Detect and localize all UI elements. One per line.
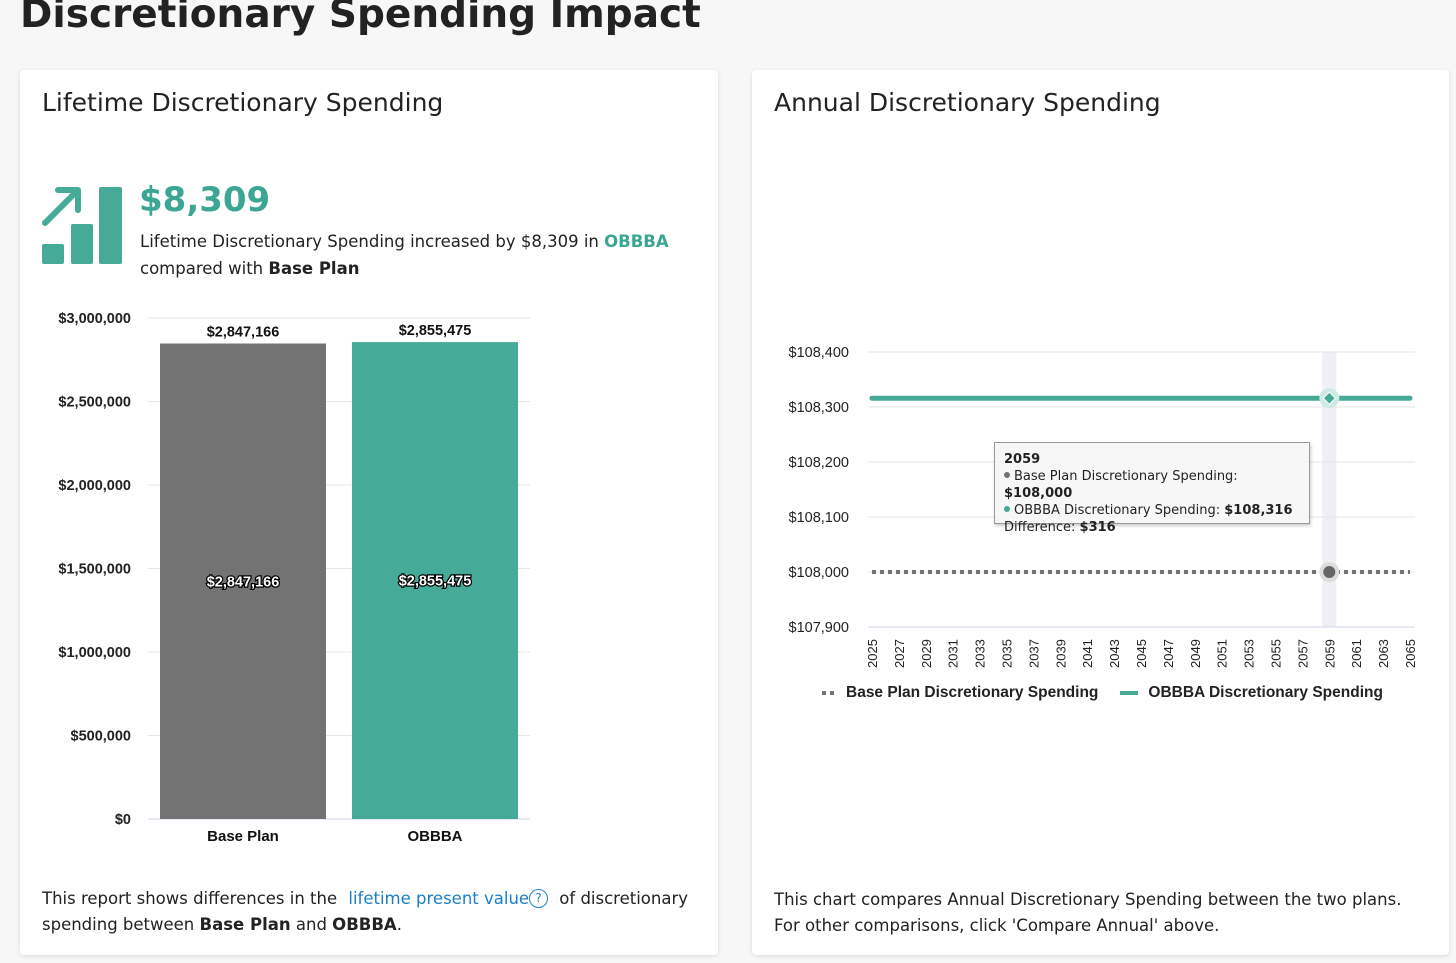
legend-label: Base Plan Discretionary Spending	[846, 684, 1099, 701]
y-tick-label: $1,000,000	[58, 645, 131, 661]
lifetime-bar-chart: $0 $500,000 $1,000,000 $1,500,000 $2,000,000…	[58, 311, 530, 845]
left-footer: This report shows differences in the lif…	[42, 886, 692, 938]
kpi-plan-name: OBBBA	[604, 232, 669, 251]
footer-text: of discretionary spending between	[42, 889, 689, 934]
x-tick-label: 2061	[1349, 639, 1364, 668]
bar-base-plan	[160, 343, 326, 819]
x-tick-label: 2063	[1376, 639, 1391, 668]
bar-inner-label: $2,847,166	[207, 574, 280, 590]
bar-value-label: $2,847,166	[207, 325, 280, 341]
x-tick-label: 2029	[919, 639, 934, 668]
tooltip-year: 2059	[1004, 452, 1041, 467]
y-tick-label: $0	[115, 812, 131, 828]
y-tick-label: $108,300	[789, 400, 849, 416]
kpi-text: Lifetime Discretionary Spending increase…	[140, 232, 605, 251]
plan-dot-icon	[1004, 506, 1010, 512]
tooltip-label: OBBBA Discretionary Spending:	[1014, 503, 1225, 518]
lifetime-spending-card: Lifetime Discretionary Spending $8,309 L…	[20, 70, 718, 955]
x-tick-label: 2057	[1295, 639, 1310, 668]
tooltip-label: Base Plan Discretionary Spending:	[1014, 469, 1238, 484]
x-tick-label: 2065	[1403, 639, 1418, 668]
y-tick-label: $3,000,000	[58, 311, 131, 327]
footer-text: This report shows differences in the	[42, 889, 343, 908]
footer-base: Base Plan	[199, 915, 291, 934]
kpi-base-name: Base Plan	[268, 259, 360, 278]
tooltip-label: Difference:	[1004, 520, 1080, 535]
legend-item-base[interactable]: Base Plan Discretionary Spending	[822, 684, 1098, 702]
legend-label: OBBBA Discretionary Spending	[1148, 684, 1383, 701]
x-tick-label: 2027	[892, 639, 907, 668]
x-tick-label: 2049	[1188, 639, 1203, 668]
x-tick-label: 2059	[1322, 639, 1337, 668]
x-tick-label: 2025	[865, 639, 880, 668]
tooltip-value: $108,316	[1224, 503, 1293, 518]
chart-tooltip: 2059 Base Plan Discretionary Spending: $…	[994, 442, 1310, 535]
bar-obbba	[352, 342, 518, 819]
x-tick-label: 2051	[1215, 639, 1230, 668]
annual-line-chart: $107,900 $108,000 $108,100 $108,200 $108,300…	[789, 345, 1418, 668]
dotted-line-icon	[822, 691, 834, 695]
x-tick-label: 2055	[1269, 639, 1284, 668]
y-tick-label: $500,000	[71, 729, 131, 745]
tooltip-value: $108,000	[1004, 486, 1073, 501]
kpi-value: $8,309	[139, 180, 271, 220]
x-tick-label: 2039	[1053, 639, 1068, 668]
x-tick-label: 2041	[1080, 639, 1095, 668]
footer-plan: OBBBA	[332, 915, 397, 934]
x-tick-label: 2033	[973, 639, 988, 668]
kpi-text: compared with	[140, 259, 269, 278]
trend-up-bars-icon	[42, 187, 122, 264]
y-tick-label: $108,200	[789, 455, 849, 471]
bar-value-label: $2,855,475	[399, 323, 472, 339]
card-title: Lifetime Discretionary Spending	[42, 88, 444, 117]
footer-text: .	[396, 915, 402, 934]
x-tick-label: 2045	[1134, 639, 1149, 668]
legend-item-plan[interactable]: OBBBA Discretionary Spending	[1120, 684, 1383, 702]
x-tick-label: 2035	[1000, 639, 1015, 668]
y-tick-label: $108,400	[789, 345, 849, 361]
annual-spending-card: Annual Discretionary Spending $107,900 $1…	[752, 70, 1449, 955]
y-tick-label: $107,900	[789, 620, 849, 636]
right-footer: This chart compares Annual Discretionary…	[774, 890, 1402, 935]
hover-band	[1322, 352, 1337, 627]
chart-legend: Base Plan Discretionary Spending OBBBA D…	[822, 684, 1383, 702]
y-tick-label: $2,500,000	[58, 395, 131, 411]
y-tick-label: $108,100	[789, 510, 849, 526]
x-tick-label: 2053	[1242, 639, 1257, 668]
y-tick-label: $2,000,000	[58, 478, 131, 494]
tooltip-value: $316	[1079, 520, 1116, 535]
y-tick-label: $108,000	[789, 565, 849, 581]
lifetime-present-value-link[interactable]: lifetime present value	[348, 889, 530, 908]
x-category-label: Base Plan	[207, 828, 279, 845]
help-icon[interactable]: ?	[529, 889, 549, 908]
x-tick-label: 2031	[946, 639, 961, 668]
kpi-description: Lifetime Discretionary Spending increase…	[140, 228, 700, 282]
footer-text: and	[290, 915, 333, 934]
x-tick-label: 2047	[1161, 639, 1176, 668]
bar-inner-label: $2,855,475	[399, 574, 472, 590]
solid-line-icon	[1120, 691, 1139, 695]
x-tick-label: 2043	[1107, 639, 1122, 668]
obbba-point-marker	[1322, 391, 1337, 405]
y-tick-label: $1,500,000	[58, 562, 131, 578]
base-point-marker	[1323, 566, 1336, 578]
x-category-label: OBBBA	[408, 828, 463, 845]
page-title: Discretionary Spending Impact	[20, 0, 701, 37]
x-tick-label: 2037	[1026, 639, 1041, 668]
card-title: Annual Discretionary Spending	[774, 88, 1161, 117]
base-dot-icon	[1004, 472, 1010, 478]
